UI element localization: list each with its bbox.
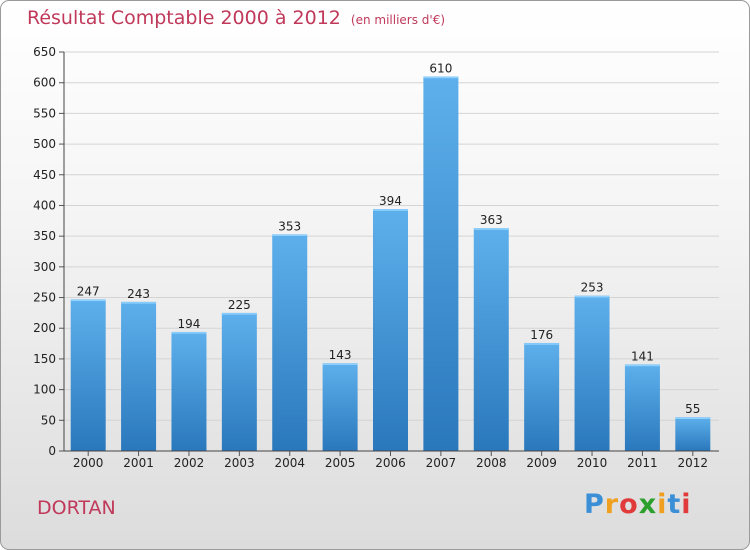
x-tick-label-2006: 2006 bbox=[375, 456, 406, 470]
data-label-2010: 253 bbox=[581, 281, 604, 295]
y-tick-label: 350 bbox=[33, 229, 56, 243]
data-label-2007: 610 bbox=[429, 62, 452, 76]
x-tick-label-2004: 2004 bbox=[274, 456, 305, 470]
y-tick-label: 100 bbox=[33, 383, 56, 397]
y-tick-label: 300 bbox=[33, 260, 56, 274]
y-tick-label: 450 bbox=[33, 168, 56, 182]
x-tick-label-2008: 2008 bbox=[476, 456, 507, 470]
x-tick-label-2012: 2012 bbox=[678, 456, 709, 470]
y-tick-label: 200 bbox=[33, 321, 56, 335]
x-tick-label-2011: 2011 bbox=[627, 456, 658, 470]
y-tick-label: 150 bbox=[33, 352, 56, 366]
bars bbox=[70, 76, 711, 452]
x-tick-label-2007: 2007 bbox=[426, 456, 457, 470]
y-tick-label: 400 bbox=[33, 198, 56, 212]
x-tick-label-2001: 2001 bbox=[123, 456, 154, 470]
bar-2006 bbox=[373, 209, 408, 451]
axes: 0 50 100 150 200 250 300 350 400 450 500 550 600 650 2… bbox=[33, 45, 719, 470]
bar-2010 bbox=[574, 295, 610, 451]
bar-2009 bbox=[524, 342, 560, 451]
x-tick-label-2003: 2003 bbox=[224, 456, 255, 470]
data-label-2009: 176 bbox=[530, 328, 553, 342]
data-label-2003: 225 bbox=[228, 298, 251, 312]
logo-letter: o bbox=[619, 489, 639, 520]
bar-2004 bbox=[272, 234, 308, 451]
data-label-2002: 194 bbox=[178, 317, 201, 331]
data-label-2001: 243 bbox=[127, 287, 150, 301]
city-name: DORTAN bbox=[37, 497, 116, 519]
bar-2011 bbox=[624, 364, 660, 451]
x-tick-label-2002: 2002 bbox=[174, 456, 205, 470]
bar-2001 bbox=[121, 301, 157, 451]
bar-2007 bbox=[423, 76, 459, 452]
bar-2005 bbox=[322, 363, 358, 451]
data-label-2004: 353 bbox=[278, 219, 301, 233]
unit-label: (en milliers d'€) bbox=[350, 13, 446, 27]
bar-2000 bbox=[70, 299, 106, 451]
y-tick-label: 650 bbox=[33, 45, 56, 59]
bar-2003 bbox=[221, 312, 257, 451]
x-tick-label-2010: 2010 bbox=[577, 456, 608, 470]
logo-letter: P bbox=[584, 489, 605, 520]
y-tick-label: 250 bbox=[33, 291, 56, 305]
data-label-2006: 394 bbox=[379, 194, 402, 208]
y-tick-label: 500 bbox=[33, 137, 56, 151]
data-label-2005: 143 bbox=[329, 348, 352, 362]
logo-letter: x bbox=[638, 489, 658, 520]
logo-letter: i bbox=[657, 489, 668, 520]
data-label-2008: 363 bbox=[480, 213, 503, 227]
data-label-2012: 55 bbox=[685, 402, 700, 416]
chart-title-text: Résultat Comptable 2000 à 2012 bbox=[27, 7, 341, 29]
y-tick-label: 0 bbox=[48, 444, 56, 458]
bar-2002 bbox=[171, 331, 207, 451]
logo-letter: t bbox=[667, 489, 682, 520]
data-label-2000: 247 bbox=[77, 284, 100, 298]
chart-title: Résultat Comptable 2000 à 2012 (en millie… bbox=[27, 7, 445, 29]
y-tick-label: 600 bbox=[33, 76, 56, 90]
bar-2012 bbox=[675, 417, 711, 451]
data-labels: 247 243 194 225 353 143 394 610 363 176 253 141 55 bbox=[77, 62, 701, 417]
data-label-2011: 141 bbox=[631, 349, 654, 363]
logo-letter: i bbox=[681, 489, 692, 520]
x-tick-label-2000: 2000 bbox=[73, 456, 104, 470]
bar-2008 bbox=[473, 228, 509, 451]
y-tick-label: 50 bbox=[41, 413, 56, 427]
x-tick-label-2009: 2009 bbox=[526, 456, 557, 470]
logo-letter: r bbox=[604, 489, 620, 520]
x-tick-label-2005: 2005 bbox=[325, 456, 356, 470]
proxiti-logo: Proxiti bbox=[584, 489, 692, 520]
y-tick-label: 550 bbox=[33, 106, 56, 120]
